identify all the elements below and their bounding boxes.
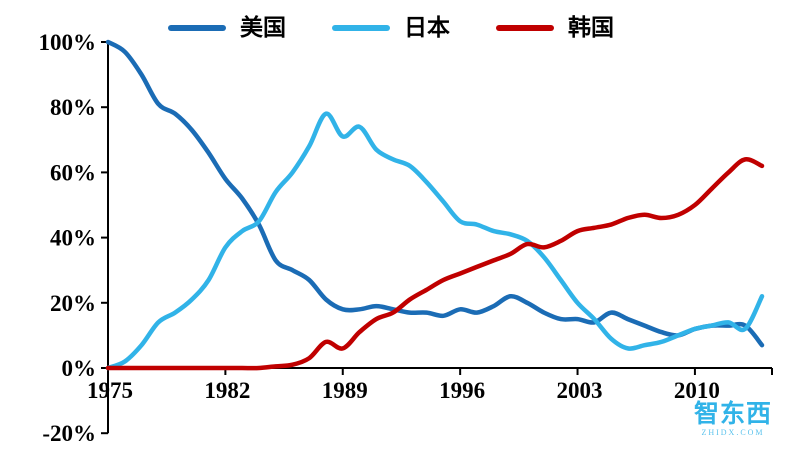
svg-text:1989: 1989 bbox=[322, 378, 368, 403]
svg-text:2003: 2003 bbox=[557, 378, 603, 403]
legend-label-us: 美国 bbox=[240, 15, 286, 40]
svg-text:20%: 20% bbox=[50, 291, 96, 316]
svg-text:40%: 40% bbox=[50, 226, 96, 251]
watermark: 智东西 ZHIDX.COM bbox=[694, 402, 772, 437]
svg-text:1982: 1982 bbox=[204, 378, 250, 403]
legend-line-us bbox=[168, 24, 226, 31]
legend-label-korea: 韩国 bbox=[568, 15, 614, 40]
legend-item-japan[interactable]: 日本 bbox=[332, 16, 450, 39]
svg-text:0%: 0% bbox=[62, 356, 97, 381]
legend-line-japan bbox=[332, 24, 390, 31]
svg-text:100%: 100% bbox=[39, 30, 97, 55]
legend-item-us[interactable]: 美国 bbox=[168, 16, 286, 39]
legend-label-japan: 日本 bbox=[404, 15, 450, 40]
svg-text:80%: 80% bbox=[50, 95, 96, 120]
legend-line-korea bbox=[496, 24, 554, 31]
svg-text:2010: 2010 bbox=[674, 378, 720, 403]
legend-item-korea[interactable]: 韩国 bbox=[496, 16, 614, 39]
watermark-subtext: ZHIDX.COM bbox=[701, 428, 765, 437]
watermark-logo-text: 智东西 bbox=[693, 401, 772, 428]
svg-text:60%: 60% bbox=[50, 160, 96, 185]
legend: 美国 日本 韩国 bbox=[168, 16, 614, 39]
svg-text:1975: 1975 bbox=[87, 378, 133, 403]
svg-text:1996: 1996 bbox=[439, 378, 485, 403]
svg-text:-20%: -20% bbox=[42, 421, 96, 446]
